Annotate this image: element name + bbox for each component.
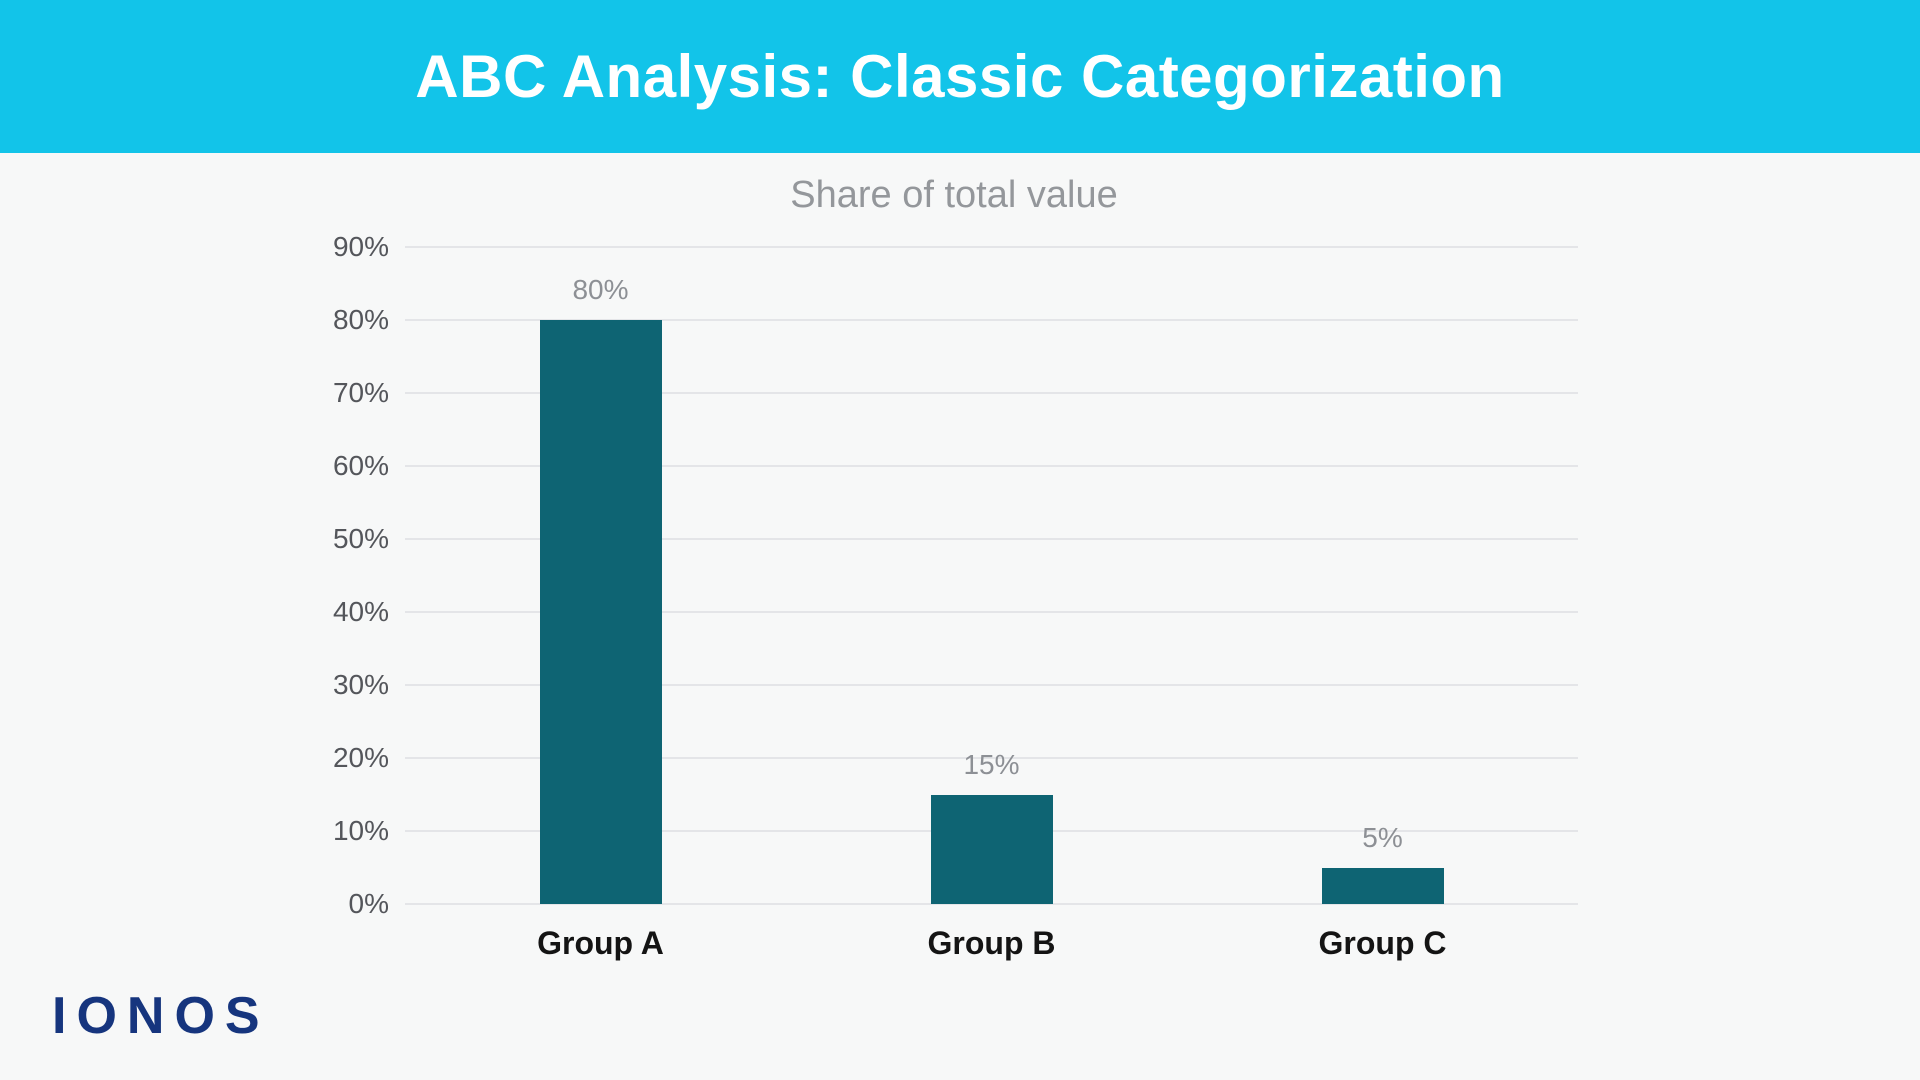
y-tick-label: 80%	[332, 304, 389, 335]
y-tick-label: 90%	[332, 231, 389, 262]
bar-value-label: 15%	[963, 748, 1020, 780]
y-tick-label: 40%	[332, 596, 389, 627]
gridline	[405, 903, 1578, 905]
y-tick-label: 60%	[332, 450, 389, 481]
gridline	[405, 611, 1578, 613]
gridline	[405, 757, 1578, 759]
gridline	[405, 538, 1578, 540]
bar-value-label: 5%	[1362, 821, 1403, 853]
category-label: Group B	[927, 925, 1056, 961]
category-label: Group C	[1318, 925, 1447, 961]
category-label: Group A	[537, 925, 664, 961]
plot-area: 0% 10% 20% 30% 40% 50% 60% 70% 80% 90% 80% Group A 1…	[333, 231, 1578, 961]
gridline	[405, 684, 1578, 686]
ionos-logo: IONOS	[52, 987, 270, 1045]
y-tick-label: 50%	[332, 523, 389, 554]
bar-group-b	[930, 794, 1053, 904]
y-tick-label: 10%	[332, 815, 389, 846]
header-banner: ABC Analysis: Classic Categorization	[0, 0, 1920, 153]
bar-chart: Share of total value 0% 10% 20% 30% 40% 50% 60…	[330, 170, 1578, 961]
gridline	[405, 392, 1578, 394]
chart-title: Share of total value	[790, 174, 1118, 216]
gridline	[405, 319, 1578, 321]
y-tick-label: 70%	[332, 377, 389, 408]
bar-group-a	[539, 320, 662, 904]
page-title: ABC Analysis: Classic Categorization	[415, 43, 1505, 110]
gridline	[405, 246, 1578, 248]
bar-value-label: 80%	[572, 274, 629, 305]
y-tick-label: 30%	[332, 669, 389, 700]
y-tick-label: 20%	[332, 742, 389, 773]
bar-group-c	[1321, 867, 1444, 904]
gridline	[405, 465, 1578, 467]
y-tick-label: 0%	[348, 888, 389, 919]
